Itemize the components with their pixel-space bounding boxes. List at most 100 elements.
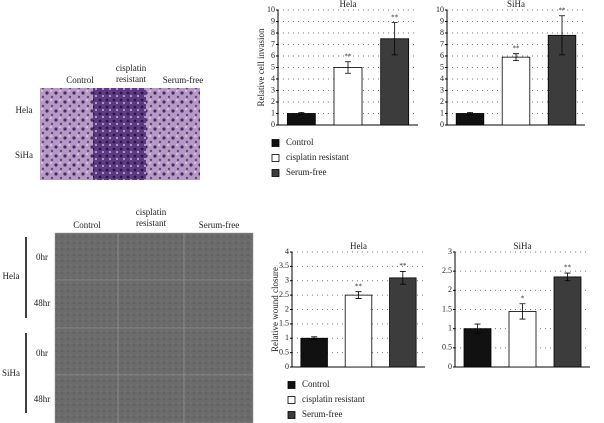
row-label: SiHa [15, 150, 33, 160]
legend-swatch [271, 139, 280, 147]
y-tick-label: 3.5 [279, 261, 289, 270]
column-label: Control [66, 75, 94, 85]
y-tick-label: 2 [440, 97, 444, 106]
column-label: Serum-free [198, 220, 240, 230]
group-label: SiHa [2, 368, 20, 378]
legend-swatch [271, 169, 280, 177]
y-tick-label: 9 [271, 16, 275, 25]
column-label: cisplatin resistant [135, 207, 167, 228]
legend-label: Serum-free [286, 167, 326, 177]
column-label: Control [73, 220, 101, 230]
y-tick-label: 7 [271, 39, 275, 48]
row-label: 0hr [36, 348, 48, 358]
y-tick-label: 3 [440, 85, 444, 94]
legend-label: Serum-free [302, 409, 342, 419]
y-tick-label: 2 [448, 285, 452, 294]
bar [333, 67, 363, 126]
row-label: 0hr [36, 252, 48, 262]
significance-label: ** [391, 13, 399, 21]
chart-title: Hela [340, 0, 357, 9]
y-tick-label: 4 [271, 74, 275, 83]
bar [389, 277, 417, 368]
error-bar [298, 111, 305, 116]
y-tick-label: 4 [285, 247, 289, 256]
y-tick-label: 6 [271, 51, 275, 60]
y-tick-label: 6 [440, 51, 444, 60]
bar [344, 294, 373, 368]
legend-label: cisplatin resistant [302, 394, 365, 404]
legend-swatch [287, 411, 296, 419]
y-tick-label: 1 [448, 323, 452, 332]
y-tick-label: 0 [271, 120, 275, 129]
error-bar [564, 272, 571, 282]
group-label: Hela [2, 271, 20, 281]
error-bar [467, 111, 473, 116]
bar [380, 38, 410, 126]
bar [508, 311, 537, 368]
chart-title: SiHa [507, 0, 525, 9]
y-tick-label: 4 [440, 74, 444, 83]
y-tick-label: 7 [440, 39, 444, 48]
row-label: 48hr [33, 394, 51, 404]
y-tick-label: 9 [440, 16, 444, 25]
significance-label: ** [564, 264, 572, 272]
legend-swatch [287, 381, 296, 389]
column-label: Serum-free [162, 75, 204, 85]
y-tick-label: 1 [440, 108, 444, 117]
y-tick-label: 10 [267, 5, 275, 14]
error-bar [399, 271, 406, 285]
error-bar [519, 303, 526, 320]
y-tick-label: 1 [271, 108, 275, 117]
wound-micrographs [54, 232, 254, 423]
y-tick-label: 10 [436, 5, 444, 14]
y-tick-label: 0 [285, 362, 289, 371]
y-tick-label: 1.5 [279, 319, 289, 328]
invasion-micrographs [40, 88, 200, 180]
significance-label: ** [559, 6, 567, 14]
legend-label: Control [302, 379, 330, 389]
y-tick-label: 5 [440, 62, 444, 71]
significance-label: * [521, 294, 525, 302]
y-tick-label: 3 [271, 85, 275, 94]
y-tick-label: 8 [271, 28, 275, 37]
y-tick-label: 2.5 [442, 266, 452, 275]
error-bar [474, 323, 481, 334]
legend-label: cisplatin resistant [286, 152, 349, 162]
significance-label: ** [345, 52, 353, 60]
y-axis-label: Relative wound closure [270, 267, 280, 352]
y-tick-label: 8 [440, 28, 444, 37]
bar [455, 113, 485, 126]
y-tick-label: 2.5 [279, 290, 289, 299]
error-bar [345, 61, 351, 74]
bar [463, 328, 492, 368]
row-label: 48hr [33, 298, 51, 308]
significance-label: ** [399, 262, 407, 270]
error-bar [559, 15, 565, 56]
y-axis-label: Relative cell invasion [256, 28, 266, 106]
error-bar [391, 22, 398, 56]
y-tick-label: 3 [285, 276, 289, 285]
error-bar [355, 291, 362, 299]
legend-label: Control [286, 137, 314, 147]
significance-label: ** [355, 282, 363, 290]
column-label: cisplatin resistant [115, 63, 147, 84]
bar [300, 337, 328, 368]
y-tick-label: 5 [271, 62, 275, 71]
y-tick-label: 2 [285, 304, 289, 313]
y-tick-label: 2 [271, 97, 275, 106]
y-tick-label: 1 [285, 333, 289, 342]
bar [553, 276, 582, 368]
chart-title: SiHa [514, 241, 532, 251]
error-bar [311, 336, 318, 341]
y-tick-label: 1.5 [442, 304, 452, 313]
legend-swatch [287, 396, 296, 404]
chart-title: Hela [350, 241, 367, 251]
y-tick-label: 0.5 [442, 343, 452, 352]
error-bar [513, 53, 519, 61]
bar [286, 113, 316, 126]
y-tick-label: 0 [440, 120, 444, 129]
row-label: Hela [15, 105, 33, 115]
y-tick-label: 3 [448, 247, 452, 256]
